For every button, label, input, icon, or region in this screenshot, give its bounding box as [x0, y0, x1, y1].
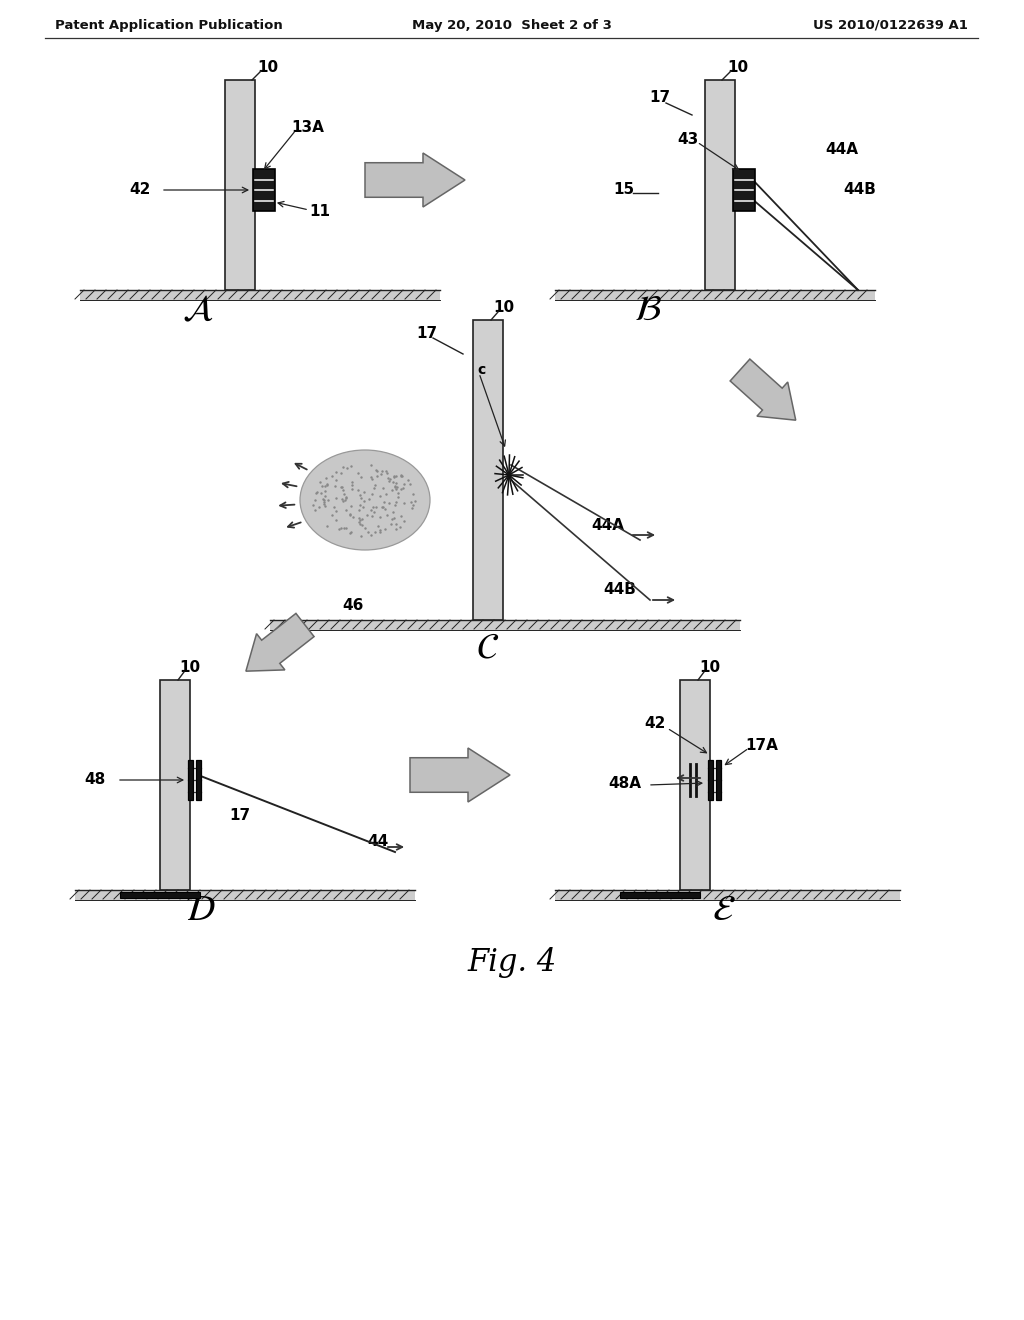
Text: 15: 15 — [613, 182, 635, 198]
Text: 44B: 44B — [603, 582, 637, 598]
Text: 44: 44 — [368, 834, 389, 850]
Text: US 2010/0122639 A1: US 2010/0122639 A1 — [813, 18, 968, 32]
Bar — [473, 319, 503, 620]
Polygon shape — [365, 153, 465, 207]
Text: $\mathcal{B}$: $\mathcal{B}$ — [634, 293, 662, 327]
Text: 17: 17 — [417, 326, 437, 341]
Bar — [716, 760, 721, 800]
Bar — [75, 890, 415, 900]
Text: 10: 10 — [179, 660, 201, 676]
Text: 43: 43 — [677, 132, 698, 148]
Bar — [555, 290, 874, 300]
Bar — [196, 760, 201, 800]
Polygon shape — [246, 614, 314, 671]
Polygon shape — [410, 748, 510, 803]
Bar — [733, 169, 755, 211]
Text: 13A: 13A — [292, 120, 325, 136]
Bar — [225, 81, 255, 290]
Text: 10: 10 — [727, 59, 749, 74]
Polygon shape — [730, 359, 796, 420]
Text: $\mathcal{D}$: $\mathcal{D}$ — [184, 894, 215, 927]
Text: $\mathcal{C}$: $\mathcal{C}$ — [476, 631, 500, 665]
Text: 10: 10 — [494, 301, 515, 315]
Text: 17A: 17A — [745, 738, 778, 754]
Text: 46: 46 — [342, 598, 364, 612]
Bar — [188, 760, 193, 800]
Bar — [555, 890, 900, 900]
Ellipse shape — [300, 450, 430, 550]
Text: c: c — [478, 363, 486, 378]
Text: $\mathcal{E}$: $\mathcal{E}$ — [712, 894, 736, 927]
Bar — [708, 760, 713, 800]
Text: 44A: 44A — [825, 143, 858, 157]
Text: Fig. 4: Fig. 4 — [467, 946, 557, 978]
Bar — [270, 620, 740, 630]
Text: 10: 10 — [257, 59, 279, 74]
Text: 42: 42 — [644, 717, 666, 731]
Bar — [620, 892, 700, 898]
Bar — [253, 169, 275, 211]
Text: Patent Application Publication: Patent Application Publication — [55, 18, 283, 32]
Bar — [160, 680, 190, 890]
Text: 17: 17 — [229, 808, 251, 822]
Text: 42: 42 — [129, 182, 151, 198]
Text: 48A: 48A — [608, 776, 641, 792]
Text: 17: 17 — [649, 91, 671, 106]
Bar — [120, 892, 200, 898]
Text: $\mathcal{A}$: $\mathcal{A}$ — [182, 293, 214, 327]
Text: May 20, 2010  Sheet 2 of 3: May 20, 2010 Sheet 2 of 3 — [412, 18, 612, 32]
Text: 44A: 44A — [592, 517, 625, 532]
Bar — [705, 81, 735, 290]
Text: 44B: 44B — [844, 182, 877, 198]
Text: 11: 11 — [309, 205, 331, 219]
Text: 10: 10 — [699, 660, 721, 676]
Bar — [680, 680, 710, 890]
Bar — [80, 290, 440, 300]
Text: 48: 48 — [84, 772, 105, 788]
